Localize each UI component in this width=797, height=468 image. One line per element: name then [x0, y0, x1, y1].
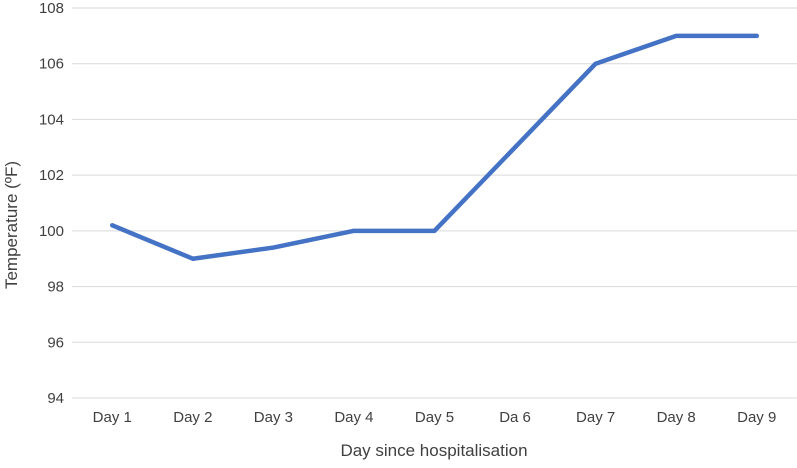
series-line-0: [110, 33, 759, 261]
y-tick-label: 102: [39, 167, 64, 184]
y-tick-label: 104: [39, 111, 64, 128]
y-tick-label: 98: [47, 279, 64, 296]
series-layer: [110, 33, 759, 261]
y-tick-label: 108: [39, 0, 64, 17]
y-axis-ticks: 94 96 98 100 102 104 106 108: [39, 0, 64, 407]
y-axis-title: Temperature (ºF): [2, 161, 21, 289]
x-tick-label: Day 9: [737, 409, 776, 426]
y-tick-label: 96: [47, 334, 64, 351]
data-point: [271, 245, 276, 250]
y-tick-label: 94: [47, 390, 64, 407]
gridlines: [72, 7, 797, 399]
x-tick-label: Day 2: [173, 409, 212, 426]
x-tick-label: Day 3: [254, 409, 293, 426]
x-tick-label: Day 5: [415, 409, 454, 426]
data-point: [754, 33, 759, 38]
x-axis-ticks: Day 1 Day 2 Day 3 Day 4 Day 5 Da 6 Day 7 Day 8 D…: [93, 409, 777, 426]
x-tick-label: Day 8: [657, 409, 696, 426]
data-point: [432, 228, 437, 233]
data-point: [513, 145, 518, 150]
data-point: [593, 61, 598, 66]
x-axis-title: Day since hospitalisation: [340, 441, 527, 460]
data-point: [190, 256, 195, 261]
data-point: [674, 33, 679, 38]
x-tick-label: Day 7: [576, 409, 615, 426]
y-tick-label: 100: [39, 223, 64, 240]
x-tick-label: Da 6: [499, 409, 531, 426]
y-tick-label: 106: [39, 56, 64, 73]
x-tick-label: Day 1: [93, 409, 132, 426]
data-point: [110, 223, 115, 228]
data-point: [351, 228, 356, 233]
x-tick-label: Day 4: [334, 409, 373, 426]
